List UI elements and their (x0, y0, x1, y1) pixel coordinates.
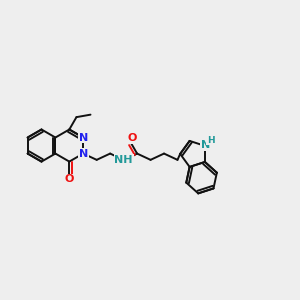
Text: O: O (64, 174, 74, 184)
Text: H: H (207, 136, 214, 145)
Text: NH: NH (114, 155, 133, 165)
Text: N: N (201, 140, 210, 150)
Text: N: N (79, 133, 88, 142)
Text: O: O (128, 134, 137, 143)
Text: N: N (79, 148, 88, 159)
